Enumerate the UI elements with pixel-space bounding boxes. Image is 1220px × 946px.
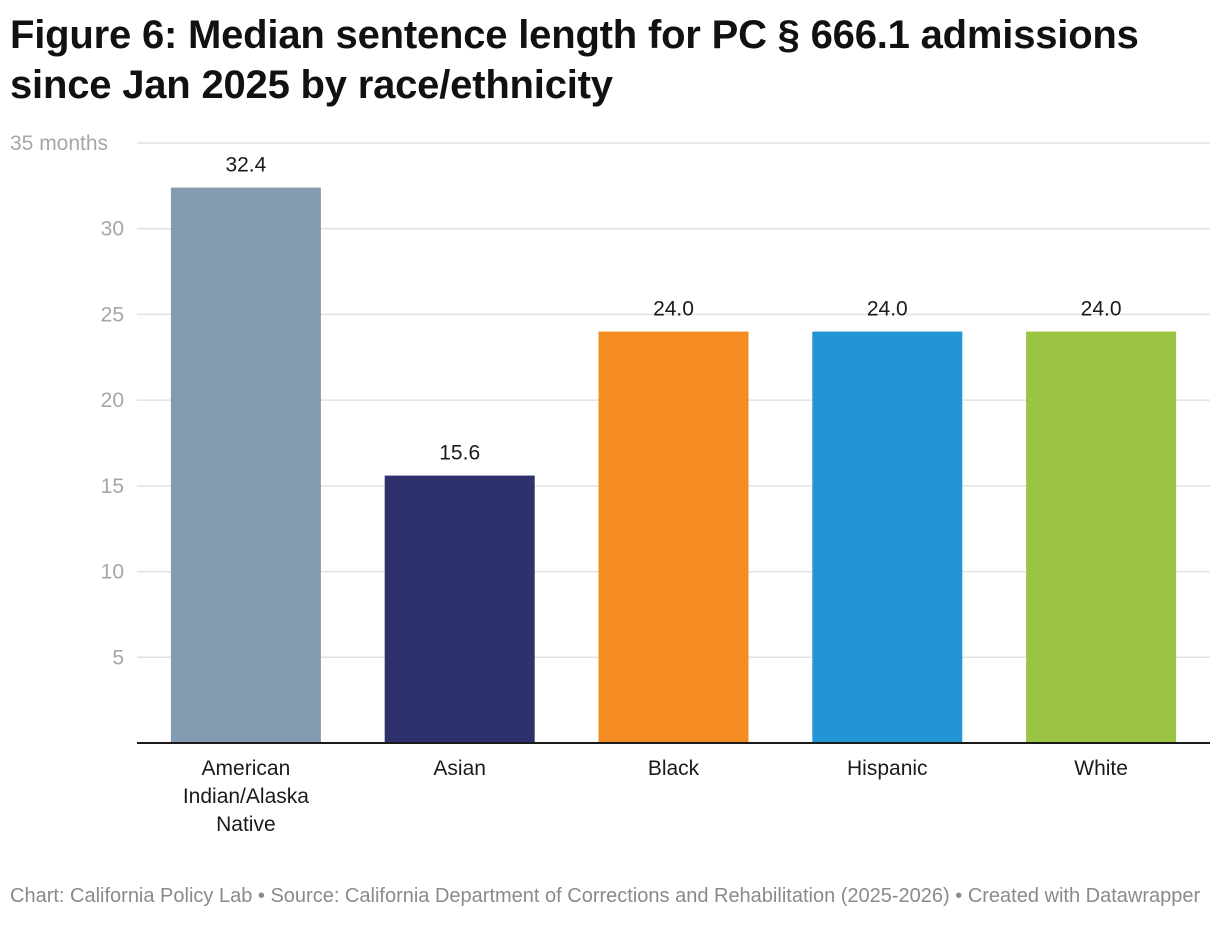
category-label: Native: [216, 813, 276, 836]
bar: [170, 187, 321, 744]
y-tick-label: 25: [101, 303, 124, 326]
bar: [598, 331, 749, 743]
chart-svg: 35 months 30 25 20 15 10 5 32.4 15.6 24.0 24.0 24.…: [10, 132, 1210, 836]
y-tick-label: 35 months: [10, 132, 108, 155]
chart-title: Figure 6: Median sentence length for PC …: [10, 13, 1139, 107]
y-tick-label: 15: [101, 475, 124, 498]
y-tick-label: 30: [101, 218, 124, 241]
value-labels: 32.4 15.6 24.0 24.0 24.0: [225, 154, 1121, 465]
y-axis-ticks: 35 months 30 25 20 15 10 5: [10, 132, 124, 669]
category-label: American: [202, 757, 291, 780]
category-label: Indian/Alaska: [183, 785, 309, 808]
y-tick-label: 20: [101, 389, 124, 412]
bar-chart: 35 months 30 25 20 15 10 5 32.4 15.6 24.0 24.0 24.…: [0, 120, 1220, 850]
category-label: Asian: [433, 757, 486, 780]
bar: [384, 475, 535, 743]
value-label: 24.0: [1081, 298, 1122, 321]
bars: [170, 187, 1177, 744]
bar: [1026, 331, 1177, 743]
value-label: 24.0: [867, 298, 908, 321]
category-labels: American Indian/Alaska Native Asian Black His…: [183, 757, 1128, 836]
y-tick-label: 10: [101, 561, 124, 584]
value-label: 32.4: [225, 154, 266, 177]
y-tick-label: 5: [112, 646, 124, 669]
category-label: Black: [648, 757, 700, 780]
chart-footer: Chart: California Policy Lab • Source: C…: [10, 885, 1201, 907]
value-label: 24.0: [653, 298, 694, 321]
bar: [812, 331, 963, 743]
value-label: 15.6: [439, 442, 480, 465]
category-label: Hispanic: [847, 757, 928, 780]
category-label: White: [1074, 757, 1128, 780]
